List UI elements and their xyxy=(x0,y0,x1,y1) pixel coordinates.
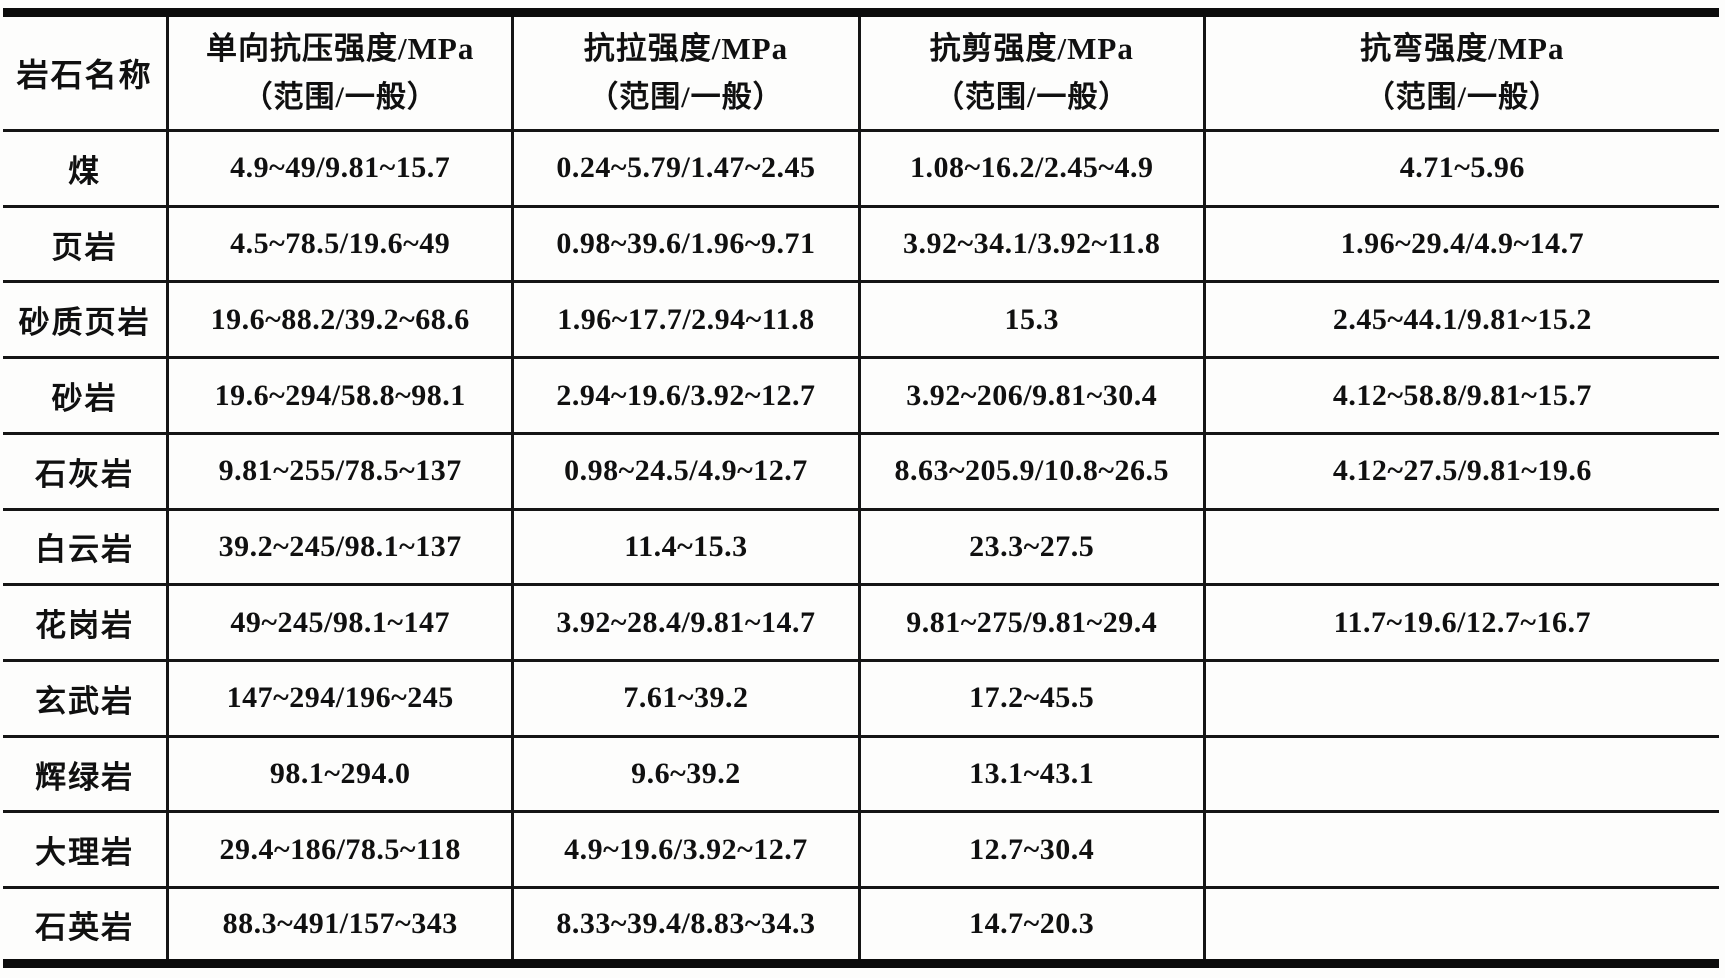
header-cell-bending-strength: 抗弯强度/MPa （范围/一般） xyxy=(1202,11,1719,132)
cell-tensile: 11.4~15.3 xyxy=(511,507,861,587)
cell-tensile: 4.9~19.6/3.92~12.7 xyxy=(511,810,861,890)
cell-bending xyxy=(1202,659,1719,738)
cell-tensile: 0.98~24.5/4.9~12.7 xyxy=(511,431,861,511)
cell-compressive: 39.2~245/98.1~137 xyxy=(166,507,515,587)
cell-compressive: 49~245/98.1~147 xyxy=(166,583,515,663)
cell-shear: 9.81~275/9.81~29.4 xyxy=(857,583,1206,663)
cell-tensile: 2.94~19.6/3.92~12.7 xyxy=(511,356,861,435)
table-row-basalt: 玄武岩 147~294/196~245 7.61~39.2 17.2~45.5 xyxy=(3,659,1719,738)
cell-rock-name: 页岩 xyxy=(3,204,170,284)
cell-compressive: 9.81~255/78.5~137 xyxy=(166,431,515,511)
cell-rock-name: 砂质页岩 xyxy=(3,280,170,360)
cell-bending: 4.12~58.8/9.81~15.7 xyxy=(1202,356,1719,435)
rock-strength-table: 岩石名称 单向抗压强度/MPa （范围/一般） 抗拉强度/MPa （范围/一般）… xyxy=(3,8,1719,968)
cell-shear: 3.92~206/9.81~30.4 xyxy=(857,356,1206,435)
cell-tensile: 0.24~5.79/1.47~2.45 xyxy=(511,129,861,208)
table-row-dolomite: 白云岩 39.2~245/98.1~137 11.4~15.3 23.3~27.… xyxy=(3,507,1719,587)
header-title: 岩石名称 xyxy=(16,57,153,93)
header-cell-shear-strength: 抗剪强度/MPa （范围/一般） xyxy=(857,11,1206,132)
cell-shear: 8.63~205.9/10.8~26.5 xyxy=(857,431,1206,511)
table-row-granite: 花岗岩 49~245/98.1~147 3.92~28.4/9.81~14.7 … xyxy=(3,583,1719,663)
header-subtitle: （范围/一般） xyxy=(588,80,784,114)
cell-shear: 3.92~34.1/3.92~11.8 xyxy=(857,204,1206,284)
table-header: 岩石名称 单向抗压强度/MPa （范围/一般） 抗拉强度/MPa （范围/一般）… xyxy=(3,11,1719,132)
cell-bending xyxy=(1202,886,1719,965)
cell-shear: 13.1~43.1 xyxy=(857,734,1206,814)
cell-tensile: 9.6~39.2 xyxy=(511,734,861,814)
cell-compressive: 19.6~88.2/39.2~68.6 xyxy=(166,280,515,360)
cell-shear: 14.7~20.3 xyxy=(857,886,1206,965)
cell-shear: 12.7~30.4 xyxy=(857,810,1206,890)
cell-rock-name: 白云岩 xyxy=(3,507,170,587)
cell-bending xyxy=(1202,810,1719,890)
cell-rock-name: 石灰岩 xyxy=(3,431,170,511)
cell-bending: 4.71~5.96 xyxy=(1202,129,1719,208)
cell-bending: 1.96~29.4/4.9~14.7 xyxy=(1202,204,1719,284)
table-row-limestone: 石灰岩 9.81~255/78.5~137 0.98~24.5/4.9~12.7… xyxy=(3,431,1719,511)
cell-shear: 17.2~45.5 xyxy=(857,659,1206,738)
cell-rock-name: 辉绿岩 xyxy=(3,734,170,814)
cell-bending: 4.12~27.5/9.81~19.6 xyxy=(1202,431,1719,511)
cell-rock-name: 砂岩 xyxy=(3,356,170,435)
header-cell-rock-name: 岩石名称 xyxy=(3,11,170,132)
cell-rock-name: 花岗岩 xyxy=(3,583,170,663)
cell-compressive: 4.9~49/9.81~15.7 xyxy=(166,129,515,208)
header-title: 单向抗压强度/MPa xyxy=(206,31,475,67)
cell-rock-name: 煤 xyxy=(3,129,170,208)
cell-bending: 11.7~19.6/12.7~16.7 xyxy=(1202,583,1719,663)
table-row-coal: 煤 4.9~49/9.81~15.7 0.24~5.79/1.47~2.45 1… xyxy=(3,129,1719,208)
cell-tensile: 8.33~39.4/8.83~34.3 xyxy=(511,886,861,965)
cell-shear: 23.3~27.5 xyxy=(857,507,1206,587)
header-subtitle: （范围/一般） xyxy=(1364,80,1560,114)
cell-rock-name: 石英岩 xyxy=(3,886,170,965)
cell-rock-name: 玄武岩 xyxy=(3,659,170,738)
table-row-sandy-shale: 砂质页岩 19.6~88.2/39.2~68.6 1.96~17.7/2.94~… xyxy=(3,280,1719,360)
cell-compressive: 98.1~294.0 xyxy=(166,734,515,814)
table-body: 煤 4.9~49/9.81~15.7 0.24~5.79/1.47~2.45 1… xyxy=(3,129,1719,965)
cell-compressive: 19.6~294/58.8~98.1 xyxy=(166,356,515,435)
cell-rock-name: 大理岩 xyxy=(3,810,170,890)
header-title: 抗弯强度/MPa xyxy=(1360,31,1565,67)
table-row-sandstone: 砂岩 19.6~294/58.8~98.1 2.94~19.6/3.92~12.… xyxy=(3,356,1719,435)
cell-tensile: 1.96~17.7/2.94~11.8 xyxy=(511,280,861,360)
table-row-quartzite: 石英岩 88.3~491/157~343 8.33~39.4/8.83~34.3… xyxy=(3,886,1719,965)
cell-shear: 1.08~16.2/2.45~4.9 xyxy=(857,129,1206,208)
header-subtitle: （范围/一般） xyxy=(242,80,438,114)
table-row-shale: 页岩 4.5~78.5/19.6~49 0.98~39.6/1.96~9.71 … xyxy=(3,204,1719,284)
header-row: 岩石名称 单向抗压强度/MPa （范围/一般） 抗拉强度/MPa （范围/一般）… xyxy=(3,11,1719,132)
table-row-diabase: 辉绿岩 98.1~294.0 9.6~39.2 13.1~43.1 xyxy=(3,734,1719,814)
cell-bending xyxy=(1202,507,1719,587)
cell-bending xyxy=(1202,734,1719,814)
header-cell-compressive-strength: 单向抗压强度/MPa （范围/一般） xyxy=(166,11,515,132)
header-cell-tensile-strength: 抗拉强度/MPa （范围/一般） xyxy=(511,11,861,132)
cell-compressive: 4.5~78.5/19.6~49 xyxy=(166,204,515,284)
cell-tensile: 0.98~39.6/1.96~9.71 xyxy=(511,204,861,284)
header-subtitle: （范围/一般） xyxy=(934,80,1130,114)
cell-bending: 2.45~44.1/9.81~15.2 xyxy=(1202,280,1719,360)
cell-shear: 15.3 xyxy=(857,280,1206,360)
cell-tensile: 7.61~39.2 xyxy=(511,659,861,738)
header-title: 抗拉强度/MPa xyxy=(583,31,789,67)
cell-compressive: 88.3~491/157~343 xyxy=(166,886,515,965)
cell-tensile: 3.92~28.4/9.81~14.7 xyxy=(511,583,861,663)
header-title: 抗剪强度/MPa xyxy=(929,31,1134,67)
table-row-marble: 大理岩 29.4~186/78.5~118 4.9~19.6/3.92~12.7… xyxy=(3,810,1719,890)
cell-compressive: 147~294/196~245 xyxy=(166,659,515,738)
cell-compressive: 29.4~186/78.5~118 xyxy=(166,810,515,890)
